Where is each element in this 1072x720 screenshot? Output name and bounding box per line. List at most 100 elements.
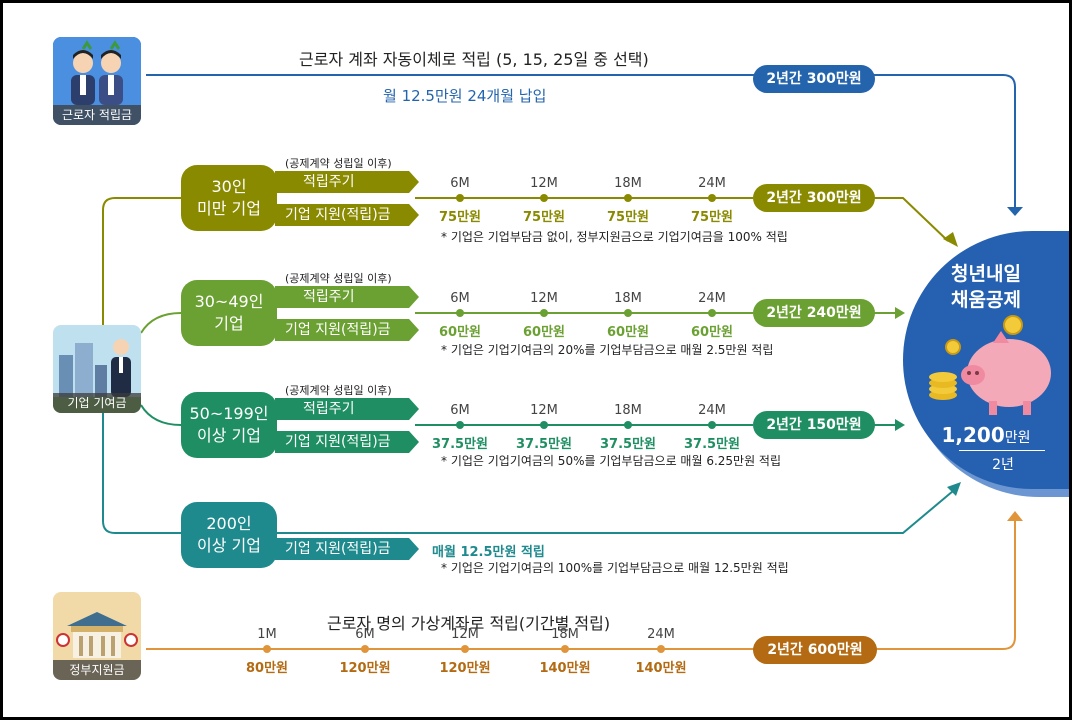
category-under-30-line1: 30인 <box>211 177 247 196</box>
branch-199 <box>140 404 182 426</box>
row49-amount-label: 60만원 <box>690 325 733 340</box>
category-50-199-line2: 이상 기업 <box>197 426 261 445</box>
gov-amount-label: 140만원 <box>539 661 591 676</box>
row200-monthly: 매월 12.5만원 적립 <box>432 545 545 560</box>
row199-amount-label: 37.5만원 <box>684 437 740 452</box>
row30-month-label: 6M <box>450 176 470 191</box>
company-icon-label: 기업 기여금 <box>53 393 141 413</box>
row199-month-label: 18M <box>614 403 642 418</box>
row30-total-pill: 2년간 300만원 <box>753 184 875 212</box>
gov-month-label: 6M <box>355 627 375 642</box>
row30-timeline-dot <box>540 194 548 202</box>
row200-line <box>273 490 954 534</box>
gov-amount-label: 80만원 <box>245 661 288 676</box>
branch-49 <box>140 312 182 334</box>
worker-arrowhead <box>1007 207 1023 216</box>
result-period: 2년 <box>992 457 1014 473</box>
row49-timeline-dot <box>708 309 716 317</box>
result-amount-number: 1,200 <box>941 423 1005 447</box>
company-icon-box: 기업 기여금 <box>53 325 141 413</box>
row30-support-bar: 기업 지원(적립)금 <box>275 204 419 226</box>
row30-amount-label: 75만원 <box>438 210 481 225</box>
worker-headline: 근로자 계좌 자동이체로 적립 (5, 15, 25일 중 선택) <box>299 50 649 69</box>
row199-amount-label: 37.5만원 <box>432 437 488 452</box>
row199-total-pill: 2년간 150만원 <box>753 411 875 439</box>
row49-contract-note: (공제계약 성립일 이후) <box>285 272 392 285</box>
gov-timeline-dot <box>461 645 469 653</box>
row30-month-label: 24M <box>698 176 726 191</box>
row49-amount-label: 60만원 <box>522 325 565 340</box>
gov-timeline-dot <box>361 645 369 653</box>
category-50-199-line1: 50~199인 <box>189 404 269 423</box>
row200-support-bar: 기업 지원(적립)금 <box>275 538 419 560</box>
row49-total-pill: 2년간 240만원 <box>753 299 875 327</box>
row30-timeline-dot <box>456 194 464 202</box>
row200-arrowhead <box>947 482 961 496</box>
row49-note: * 기업은 기업기여금의 20%를 기업부담금으로 매월 2.5만원 적립 <box>441 343 774 357</box>
category-under-30: 30인 미만 기업 <box>181 165 277 231</box>
row199-support-bar: 기업 지원(적립)금 <box>275 431 419 453</box>
gov-month-label: 24M <box>647 627 675 642</box>
gov-line <box>146 519 1016 650</box>
row199-cycle-bar: 적립주기 <box>275 398 419 420</box>
company-trunk-line <box>102 197 181 331</box>
gov-amount-label: 120만원 <box>339 661 391 676</box>
row199-timeline-dot <box>456 421 464 429</box>
row30-amount-label: 75만원 <box>606 210 649 225</box>
row200-note: * 기업은 기업기여금의 100%를 기업부담금으로 매월 12.5만원 적립 <box>441 561 789 575</box>
row199-amount-label: 37.5만원 <box>516 437 572 452</box>
category-30-49-line2: 기업 <box>214 314 244 333</box>
company-trunk-lower <box>102 408 181 534</box>
result-circle: 청년내일 채움공제 1,200만원 2년 <box>903 231 1069 489</box>
row49-month-label: 24M <box>698 291 726 306</box>
row30-amount-label: 75만원 <box>690 210 733 225</box>
row49-timeline-dot <box>624 309 632 317</box>
worker-total-pill: 2년간 300만원 <box>753 65 875 93</box>
government-headline: 근로자 명의 가상계좌로 적립(기간별 적립) <box>327 614 611 633</box>
row49-month-label: 6M <box>450 291 470 306</box>
row49-amount-label: 60만원 <box>438 325 481 340</box>
row49-arrowhead <box>895 307 905 319</box>
worker-subtext: 월 12.5만원 24개월 납입 <box>383 87 547 105</box>
row49-month-label: 18M <box>614 291 642 306</box>
government-icon-label: 정부지원금 <box>53 660 141 680</box>
category-200-plus: 200인 이상 기업 <box>181 502 277 568</box>
row199-contract-note: (공제계약 성립일 이후) <box>285 384 392 397</box>
category-50-199: 50~199인 이상 기업 <box>181 392 277 458</box>
gov-amount-label: 140만원 <box>635 661 687 676</box>
row199-arrowhead <box>895 419 905 431</box>
row30-month-label: 12M <box>530 176 558 191</box>
row30-out <box>873 197 949 242</box>
connector-lines <box>102 74 1023 653</box>
category-200-plus-line1: 200인 <box>206 514 252 533</box>
government-total-pill: 2년간 600만원 <box>753 636 877 664</box>
row49-month-label: 12M <box>530 291 558 306</box>
gov-timeline-dot <box>657 645 665 653</box>
row199-timeline-dot <box>624 421 632 429</box>
result-title-line1: 청년내일 <box>951 263 1021 285</box>
row30-timeline-dot <box>708 194 716 202</box>
gov-timeline-dot <box>263 645 271 653</box>
row30-contract-note: (공제계약 성립일 이후) <box>285 157 392 170</box>
gov-timeline-dot <box>561 645 569 653</box>
row199-month-label: 12M <box>530 403 558 418</box>
result-divider <box>959 450 1045 451</box>
row199-month-label: 24M <box>698 403 726 418</box>
worker-line <box>146 74 1016 209</box>
row199-month-label: 6M <box>450 403 470 418</box>
piggy-bank-icon <box>929 315 1051 415</box>
row199-amount-label: 37.5만원 <box>600 437 656 452</box>
category-200-plus-line2: 이상 기업 <box>197 536 261 555</box>
gov-arrowhead <box>1007 511 1023 521</box>
gov-amount-label: 120만원 <box>439 661 491 676</box>
row49-cycle-bar: 적립주기 <box>275 286 419 308</box>
row30-timeline-dot <box>624 194 632 202</box>
result-amount: 1,200만원 <box>903 423 1069 447</box>
row49-timeline-dot <box>456 309 464 317</box>
result-amount-unit: 만원 <box>1004 430 1031 446</box>
row30-note: * 기업은 기업부담금 없이, 정부지원금으로 기업기여금을 100% 적립 <box>441 230 788 244</box>
row49-amount-label: 60만원 <box>606 325 649 340</box>
worker-icon-box: 근로자 적립금 <box>53 37 141 125</box>
row49-support-bar: 기업 지원(적립)금 <box>275 319 419 341</box>
row30-cycle-bar: 적립주기 <box>275 171 419 193</box>
